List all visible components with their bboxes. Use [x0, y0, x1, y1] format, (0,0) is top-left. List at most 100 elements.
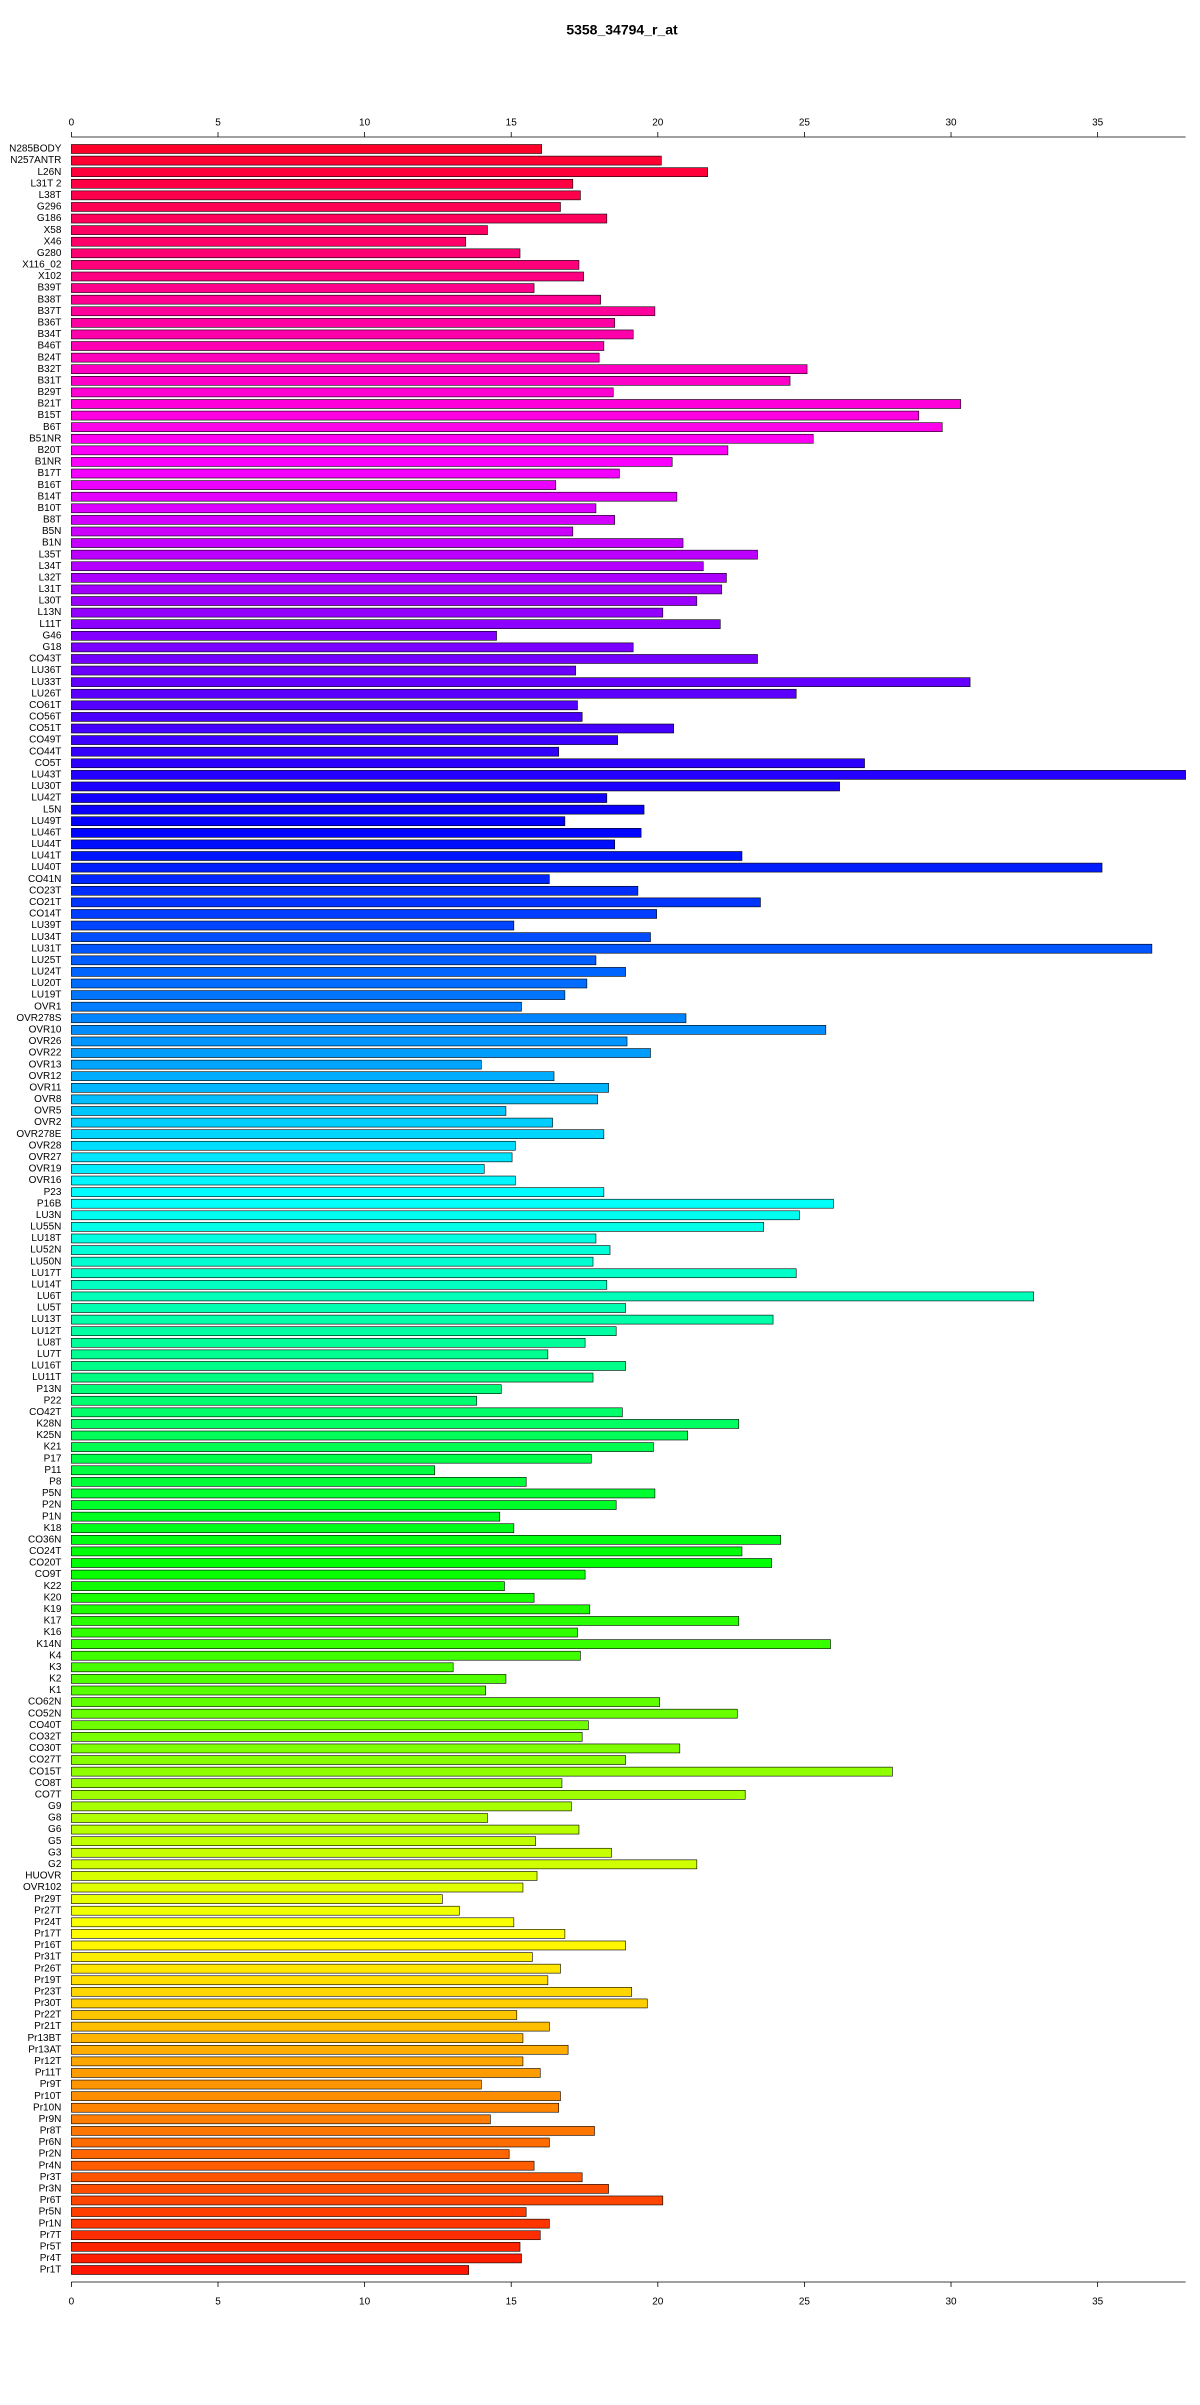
y-tick-label: Pr16T [34, 1940, 61, 1951]
bar [71, 445, 729, 456]
y-tick-label: L30T [39, 596, 62, 607]
y-tick-label: Pr12T [34, 2056, 61, 2067]
y-tick-label: LU25T [31, 955, 61, 966]
bar [71, 167, 708, 177]
bar [71, 1083, 609, 1093]
y-tick-label: LU8T [37, 1337, 61, 1348]
y-tick-label: OVR278S [16, 1013, 61, 1024]
bar [71, 1766, 893, 1777]
y-tick-label: G46 [42, 630, 61, 641]
bar [71, 2021, 550, 2032]
bar [71, 399, 962, 409]
bar [71, 480, 557, 490]
y-tick-label: LU39T [31, 920, 61, 931]
y-tick-label: L26N [37, 167, 61, 178]
bar [71, 1349, 549, 1360]
bar [71, 978, 588, 989]
y-tick-label: LU40T [31, 862, 61, 873]
y-tick-label: CO49T [29, 735, 61, 746]
bar [71, 2242, 521, 2252]
y-tick-label: OVR10 [29, 1024, 62, 1035]
y-tick-label: Pr6N [39, 2137, 62, 2148]
y-tick-label: HUOVR [25, 1871, 61, 1882]
bar [71, 1453, 592, 1464]
y-tick-label: Pr13AT [28, 2044, 61, 2055]
bar [71, 1987, 633, 1997]
bar [71, 1025, 827, 1035]
bar [71, 955, 597, 966]
y-tick-label: Pr4N [39, 2160, 62, 2171]
y-tick-label: P8 [49, 1477, 62, 1488]
bar [71, 1847, 612, 1858]
y-tick-label: LU44T [31, 839, 61, 850]
bar [71, 1384, 502, 1394]
bar [71, 665, 577, 676]
bar [71, 1071, 555, 1082]
y-tick-label: LU42T [31, 793, 61, 804]
y-tick-label: N257ANTR [10, 155, 61, 166]
y-tick-label: Pr5T [40, 2241, 62, 2252]
bar [71, 260, 580, 270]
bar [71, 1975, 549, 1986]
y-tick-label: CO62N [28, 1697, 61, 1708]
y-tick-label: CO8T [35, 1778, 62, 1789]
bar [71, 1743, 681, 1754]
y-tick-label: Pr23T [34, 1986, 61, 1997]
bar [71, 839, 616, 850]
y-tick-label: OVR1 [34, 1001, 62, 1012]
bar [71, 828, 642, 838]
y-tick-label: G18 [42, 642, 61, 653]
bar [71, 491, 678, 502]
y-tick-label: CO41N [28, 874, 61, 885]
y-tick-label: LU36T [31, 665, 61, 676]
y-tick-label: B34T [37, 329, 61, 340]
y-tick-label: LU50N [30, 1256, 61, 1267]
bar [71, 1256, 594, 1267]
y-tick-label: Pr27T [34, 1905, 61, 1916]
y-tick-label: P23 [44, 1187, 62, 1198]
y-tick-label: K16 [44, 1627, 62, 1638]
y-tick-label: L35T [39, 549, 62, 560]
y-tick-label: B6T [43, 422, 61, 433]
bar [71, 804, 645, 815]
y-tick-label: CO9T [35, 1569, 62, 1580]
x-tick-label: 30 [945, 2297, 957, 2308]
y-tick-label: CO52N [28, 1708, 61, 1719]
y-tick-label: G2 [48, 1859, 62, 1870]
y-tick-label: LU11T [32, 1372, 61, 1383]
bar [71, 1198, 834, 1209]
bar [71, 723, 674, 734]
bar [71, 1871, 538, 1881]
y-tick-label: B8T [43, 515, 61, 526]
bar [71, 1430, 689, 1441]
bar [71, 1372, 594, 1383]
y-tick-label: L11T [39, 619, 61, 630]
bar [71, 213, 608, 224]
bar [71, 2056, 524, 2067]
bar [71, 746, 560, 757]
bar [71, 1059, 482, 1070]
bar [71, 1465, 435, 1476]
bar [71, 2218, 550, 2229]
y-tick-label: K1 [49, 1685, 62, 1696]
bar [71, 1140, 516, 1151]
y-tick-label: Pr11T [35, 2068, 62, 2079]
bar [71, 318, 616, 328]
y-tick-label: CO61T [29, 700, 61, 711]
bar [71, 1419, 740, 1429]
y-tick-label: Pr29T [34, 1894, 61, 1905]
bar [71, 1511, 501, 1522]
y-tick-label: LU5T [37, 1303, 61, 1314]
bar [71, 851, 743, 861]
bar [71, 1245, 611, 1255]
y-tick-label: LU16T [31, 1361, 61, 1372]
y-tick-label: LU49T [31, 816, 61, 827]
bar [71, 1291, 1035, 1302]
bar [71, 967, 626, 977]
bar [71, 364, 808, 375]
bar [71, 1013, 687, 1024]
bar [71, 1963, 561, 1974]
y-tick-label: CO40T [29, 1720, 61, 1731]
bar [71, 630, 497, 641]
